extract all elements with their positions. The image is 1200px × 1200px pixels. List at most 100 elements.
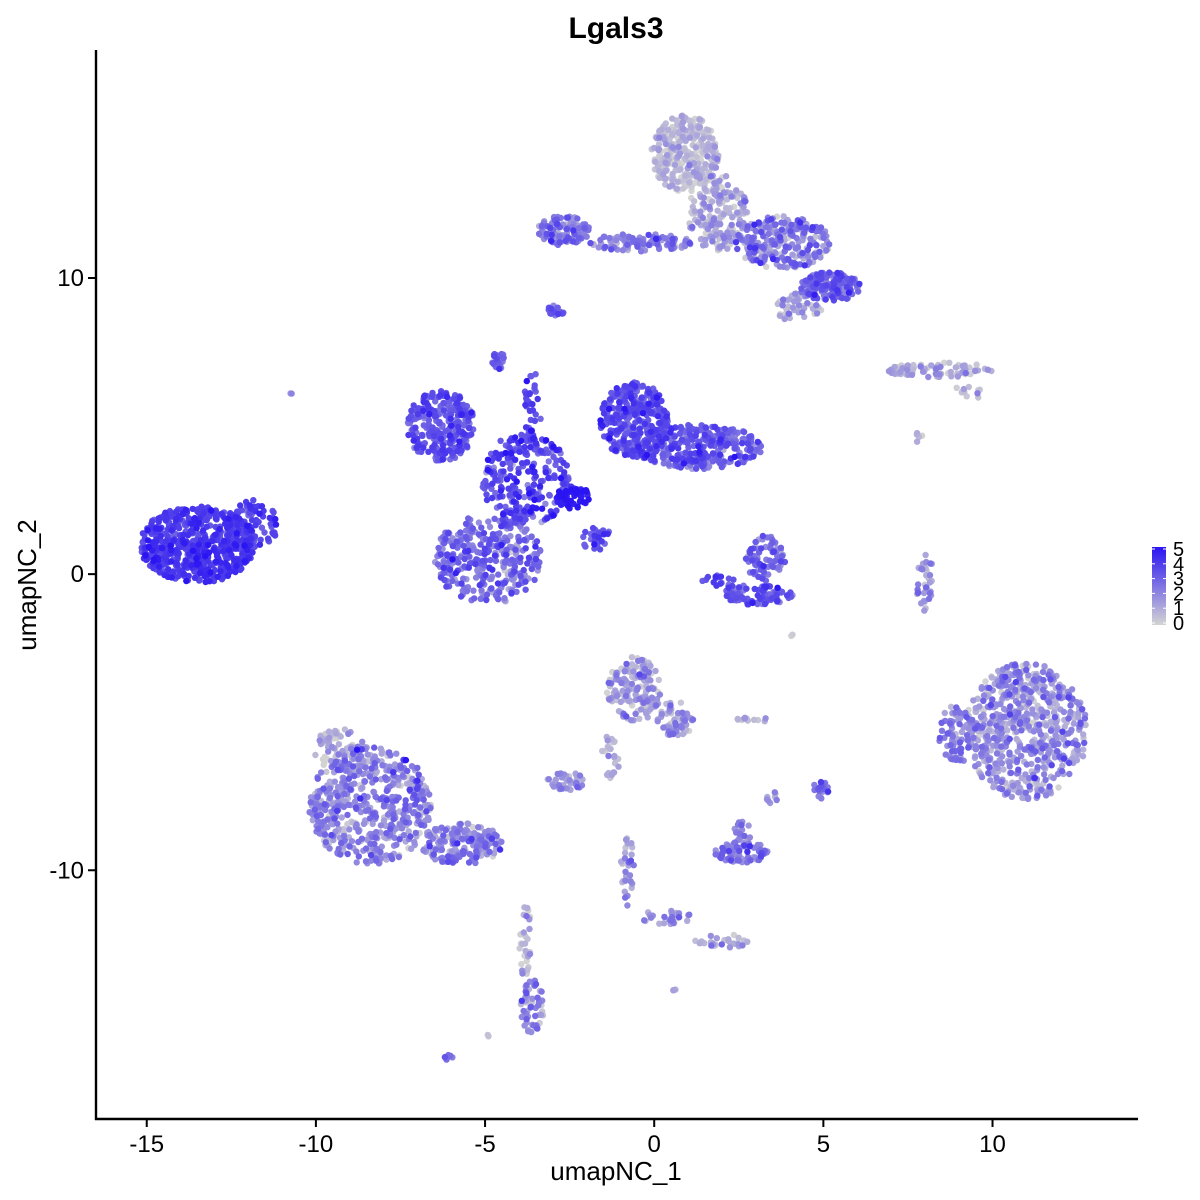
- cell-point: [769, 563, 777, 571]
- cell-point: [684, 152, 691, 159]
- cell-point: [707, 173, 714, 180]
- cell-point: [785, 310, 792, 317]
- cell-point: [324, 824, 331, 831]
- cell-point: [704, 573, 712, 581]
- cell-point: [430, 851, 437, 858]
- cell-point: [855, 288, 862, 295]
- cell-point: [334, 766, 341, 774]
- cell-point: [920, 597, 928, 605]
- cell-point: [535, 1002, 542, 1009]
- cell-point: [1060, 736, 1067, 743]
- cell-point: [1021, 685, 1028, 692]
- cell-point: [1032, 661, 1040, 668]
- cell-point: [1022, 789, 1029, 796]
- cell-point: [574, 215, 581, 222]
- cell-point: [965, 725, 973, 732]
- cell-point: [970, 734, 977, 741]
- cell-point: [554, 220, 561, 227]
- cell-point: [511, 568, 518, 575]
- cell-point: [367, 851, 375, 859]
- cell-point: [711, 180, 718, 187]
- cell-point: [420, 847, 427, 854]
- cell-point: [672, 719, 679, 727]
- cell-point: [537, 1011, 545, 1018]
- cell-point: [722, 173, 730, 180]
- cell-point: [314, 825, 322, 832]
- cell-point: [739, 942, 746, 949]
- cell-point: [1003, 790, 1010, 797]
- cell-point: [813, 241, 820, 249]
- cell-point: [377, 795, 384, 803]
- cell-point: [675, 143, 682, 151]
- cell-point: [548, 305, 555, 312]
- cell-point: [321, 831, 329, 838]
- cell-point: [618, 679, 625, 687]
- cell-point: [947, 742, 954, 749]
- cell-point: [820, 234, 827, 241]
- cell-point: [599, 747, 606, 755]
- cell-point: [338, 839, 345, 847]
- cell-point: [438, 846, 446, 853]
- cell-point: [307, 799, 314, 806]
- cell-point: [1045, 699, 1053, 706]
- cell-point: [1027, 688, 1035, 696]
- cell-point: [353, 821, 360, 828]
- cell-point: [980, 697, 987, 704]
- cell-point: [463, 588, 471, 595]
- cell-point: [440, 832, 447, 839]
- cell-point: [444, 853, 452, 860]
- cell-point: [377, 745, 384, 752]
- cell-point: [1029, 710, 1037, 717]
- cell-point: [716, 192, 724, 199]
- cell-point: [909, 366, 917, 373]
- cell-point: [343, 767, 350, 774]
- cell-point: [759, 575, 766, 582]
- cell-point: [524, 560, 531, 567]
- cell-point: [675, 129, 682, 137]
- cell-point: [576, 772, 584, 779]
- cell-point: [667, 702, 674, 709]
- cell-point: [345, 730, 352, 737]
- cell-point: [1025, 672, 1032, 679]
- cell-point: [643, 710, 650, 717]
- cell-point: [366, 773, 374, 780]
- cell-point: [686, 134, 693, 141]
- cell-point: [1042, 792, 1050, 799]
- cell-point: [885, 368, 893, 375]
- cell-point: [507, 465, 514, 472]
- cell-point: [288, 390, 295, 397]
- cell-point: [344, 850, 351, 858]
- cell-point: [322, 839, 329, 846]
- cell-point: [518, 960, 525, 968]
- cell-point: [689, 223, 696, 231]
- cell-point: [762, 715, 769, 722]
- cell-point: [498, 838, 505, 845]
- cell-point: [976, 703, 983, 710]
- cell-point: [758, 243, 766, 251]
- cell-point: [1048, 762, 1055, 769]
- cell-point: [522, 947, 529, 955]
- cell-point: [654, 241, 661, 248]
- cell-point: [941, 359, 948, 366]
- cell-point: [496, 502, 504, 510]
- cell-point: [582, 543, 589, 550]
- cell-point: [515, 581, 522, 588]
- cell-point: [956, 739, 964, 746]
- cell-point: [630, 668, 637, 675]
- cell-point: [686, 911, 693, 918]
- cell-point: [938, 719, 945, 726]
- cell-point: [415, 811, 422, 819]
- cell-point: [1006, 691, 1013, 698]
- cell-point: [718, 941, 725, 948]
- cell-point: [813, 302, 820, 309]
- cell-point: [728, 193, 735, 200]
- cell-point: [507, 532, 514, 540]
- cell-point: [401, 805, 409, 813]
- cell-point: [655, 141, 663, 148]
- cell-point: [408, 407, 415, 414]
- cell-point: [788, 221, 795, 229]
- cell-point: [734, 245, 741, 253]
- cell-point: [1039, 686, 1047, 693]
- cell-point: [632, 691, 639, 698]
- cell-point: [483, 596, 490, 604]
